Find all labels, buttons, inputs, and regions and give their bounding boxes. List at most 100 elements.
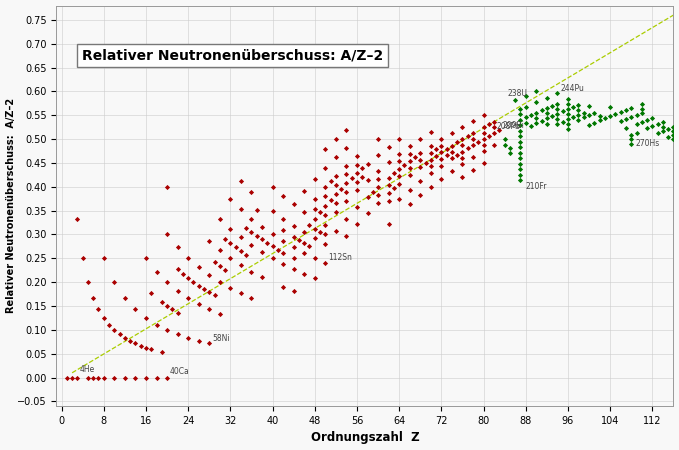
- Point: [341, 233, 352, 240]
- Point: [526, 122, 536, 129]
- Point: [404, 164, 415, 171]
- Point: [562, 126, 573, 133]
- Point: [310, 225, 320, 232]
- Point: [141, 344, 151, 351]
- Point: [67, 374, 77, 381]
- Point: [404, 157, 415, 164]
- Point: [162, 183, 172, 190]
- Point: [299, 187, 310, 194]
- Point: [215, 215, 225, 222]
- Point: [515, 105, 526, 112]
- Point: [557, 118, 568, 125]
- Point: [515, 127, 526, 135]
- Point: [615, 108, 626, 116]
- Point: [246, 189, 257, 196]
- Point: [83, 374, 94, 381]
- Point: [457, 148, 468, 155]
- Point: [615, 117, 626, 125]
- Point: [383, 158, 394, 166]
- Point: [135, 342, 146, 349]
- Point: [72, 215, 83, 222]
- Point: [188, 279, 199, 286]
- Point: [267, 243, 278, 250]
- Point: [536, 117, 547, 124]
- Point: [225, 284, 236, 292]
- Point: [394, 158, 405, 165]
- Point: [515, 133, 526, 140]
- Point: [172, 266, 183, 273]
- Point: [83, 279, 94, 286]
- Point: [215, 263, 225, 270]
- Point: [341, 171, 352, 178]
- Y-axis label: Relativer Neutronenüberschuss:  A/Z–2: Relativer Neutronenüberschuss: A/Z–2: [5, 98, 16, 313]
- Point: [579, 114, 589, 121]
- Point: [404, 186, 415, 193]
- Point: [483, 121, 494, 128]
- Point: [647, 114, 658, 122]
- Point: [314, 208, 325, 216]
- Point: [204, 306, 215, 313]
- Point: [320, 212, 331, 219]
- Point: [120, 334, 130, 342]
- Point: [156, 349, 167, 356]
- Point: [236, 178, 246, 185]
- Point: [320, 260, 331, 267]
- Point: [420, 160, 431, 167]
- Point: [299, 270, 310, 278]
- Point: [156, 299, 167, 306]
- Point: [594, 117, 605, 124]
- Point: [310, 195, 320, 203]
- Text: 4He: 4He: [80, 365, 95, 374]
- Point: [415, 157, 426, 164]
- Point: [320, 240, 331, 248]
- Point: [610, 111, 621, 118]
- Point: [383, 174, 394, 181]
- Point: [600, 115, 610, 122]
- Point: [468, 166, 479, 173]
- Point: [352, 178, 363, 185]
- Point: [447, 142, 458, 149]
- Point: [552, 115, 563, 122]
- Text: 210Fr: 210Fr: [526, 182, 547, 191]
- Point: [657, 127, 668, 135]
- Point: [621, 107, 631, 114]
- Point: [225, 225, 236, 232]
- Point: [425, 149, 436, 156]
- Point: [367, 188, 378, 195]
- Point: [531, 120, 542, 127]
- Point: [383, 220, 394, 227]
- Point: [183, 274, 194, 282]
- Point: [520, 119, 531, 126]
- Point: [320, 221, 331, 229]
- Point: [636, 101, 647, 108]
- Point: [172, 309, 183, 316]
- Point: [536, 107, 547, 114]
- Point: [415, 163, 426, 171]
- Point: [473, 139, 483, 146]
- Point: [109, 374, 120, 381]
- Point: [436, 155, 447, 162]
- Point: [246, 228, 257, 235]
- Point: [626, 140, 637, 147]
- Point: [346, 175, 357, 182]
- Point: [257, 248, 268, 256]
- Point: [573, 116, 584, 123]
- Point: [499, 141, 510, 149]
- Point: [125, 337, 136, 344]
- Point: [310, 215, 320, 222]
- Point: [394, 173, 405, 180]
- Point: [621, 124, 631, 131]
- Point: [320, 164, 331, 171]
- Point: [310, 274, 320, 282]
- Point: [352, 220, 363, 228]
- Point: [663, 133, 674, 140]
- Point: [204, 289, 215, 296]
- Point: [98, 255, 109, 262]
- Point: [209, 292, 220, 299]
- Point: [352, 153, 363, 160]
- Point: [552, 105, 563, 112]
- Point: [325, 178, 336, 185]
- Point: [209, 259, 220, 266]
- Point: [373, 191, 384, 198]
- Point: [325, 196, 336, 203]
